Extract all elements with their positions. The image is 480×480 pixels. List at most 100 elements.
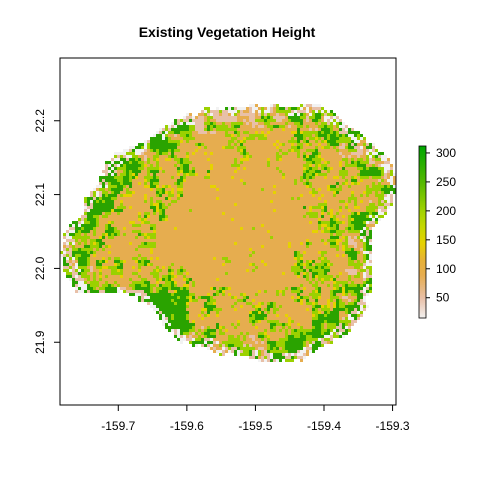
raster-cell	[318, 119, 321, 122]
raster-cell	[225, 158, 228, 161]
raster-cell	[210, 251, 213, 254]
raster-cell	[243, 107, 246, 110]
raster-cell	[117, 200, 120, 203]
raster-cell	[213, 227, 216, 230]
raster-cell	[390, 179, 393, 182]
raster-cell	[330, 119, 333, 122]
raster-cell	[159, 146, 162, 149]
raster-cell	[183, 146, 186, 149]
raster-cell	[240, 185, 243, 188]
raster-cell	[177, 128, 180, 131]
raster-cell	[261, 227, 264, 230]
raster-cell	[147, 260, 150, 263]
raster-cell	[279, 116, 282, 119]
raster-cell	[171, 134, 174, 137]
raster-cell	[333, 197, 336, 200]
raster-cell	[348, 194, 351, 197]
raster-cell	[135, 212, 138, 215]
raster-cell	[267, 131, 270, 134]
raster-cell	[201, 221, 204, 224]
raster-cell	[303, 185, 306, 188]
raster-cell	[150, 191, 153, 194]
raster-cell	[108, 179, 111, 182]
raster-cell	[258, 254, 261, 257]
raster-cell	[366, 197, 369, 200]
raster-cell	[231, 254, 234, 257]
raster-cell	[321, 248, 324, 251]
raster-cell	[147, 200, 150, 203]
raster-cell	[156, 257, 159, 260]
raster-cell	[345, 224, 348, 227]
raster-cell	[171, 227, 174, 230]
raster-cell	[249, 116, 252, 119]
raster-cell	[207, 257, 210, 260]
raster-cell	[264, 128, 267, 131]
raster-cell	[207, 230, 210, 233]
raster-cell	[177, 209, 180, 212]
raster-cell	[192, 158, 195, 161]
raster-cell	[351, 269, 354, 272]
raster-cell	[132, 152, 135, 155]
raster-cell	[249, 209, 252, 212]
raster-cell	[72, 221, 75, 224]
raster-cell	[153, 170, 156, 173]
raster-cell	[315, 206, 318, 209]
raster-cell	[345, 209, 348, 212]
raster-cell	[339, 206, 342, 209]
raster-cell	[360, 137, 363, 140]
raster-cell	[216, 218, 219, 221]
raster-cell	[363, 224, 366, 227]
raster-cell	[147, 254, 150, 257]
raster-cell	[339, 140, 342, 143]
raster-cell	[114, 254, 117, 257]
raster-cell	[168, 170, 171, 173]
raster-cell	[363, 266, 366, 269]
raster-cell	[159, 140, 162, 143]
raster-cell	[381, 200, 384, 203]
raster-cell	[333, 206, 336, 209]
raster-cell	[276, 197, 279, 200]
raster-cell	[144, 152, 147, 155]
raster-cell	[171, 254, 174, 257]
raster-cell	[363, 251, 366, 254]
raster-cell	[159, 239, 162, 242]
raster-cell	[216, 170, 219, 173]
raster-cell	[213, 263, 216, 266]
raster-cell	[246, 164, 249, 167]
raster-cell	[327, 143, 330, 146]
raster-cell	[216, 122, 219, 125]
raster-cell	[387, 161, 390, 164]
raster-cell	[210, 266, 213, 269]
raster-cell	[90, 206, 93, 209]
raster-cell	[114, 245, 117, 248]
raster-cell	[114, 158, 117, 161]
raster-cell	[93, 230, 96, 233]
raster-cell	[297, 236, 300, 239]
raster-cell	[345, 203, 348, 206]
raster-cell	[150, 215, 153, 218]
raster-cell	[147, 155, 150, 158]
raster-cell	[267, 146, 270, 149]
raster-cell	[267, 122, 270, 125]
raster-cell	[105, 251, 108, 254]
raster-cell	[318, 140, 321, 143]
raster-cell	[240, 233, 243, 236]
raster-cell	[363, 140, 366, 143]
raster-cell	[102, 233, 105, 236]
raster-cell	[174, 218, 177, 221]
raster-cell	[165, 266, 168, 269]
raster-cell	[294, 152, 297, 155]
raster-cell	[300, 194, 303, 197]
raster-cell	[105, 230, 108, 233]
raster-cell	[327, 191, 330, 194]
raster-cell	[213, 233, 216, 236]
raster-cell	[138, 206, 141, 209]
raster-cell	[219, 119, 222, 122]
raster-cell	[93, 227, 96, 230]
raster-cell	[321, 191, 324, 194]
raster-cell	[111, 242, 114, 245]
raster-cell	[168, 185, 171, 188]
raster-cell	[162, 173, 165, 176]
raster-cell	[219, 131, 222, 134]
raster-cell	[96, 188, 99, 191]
